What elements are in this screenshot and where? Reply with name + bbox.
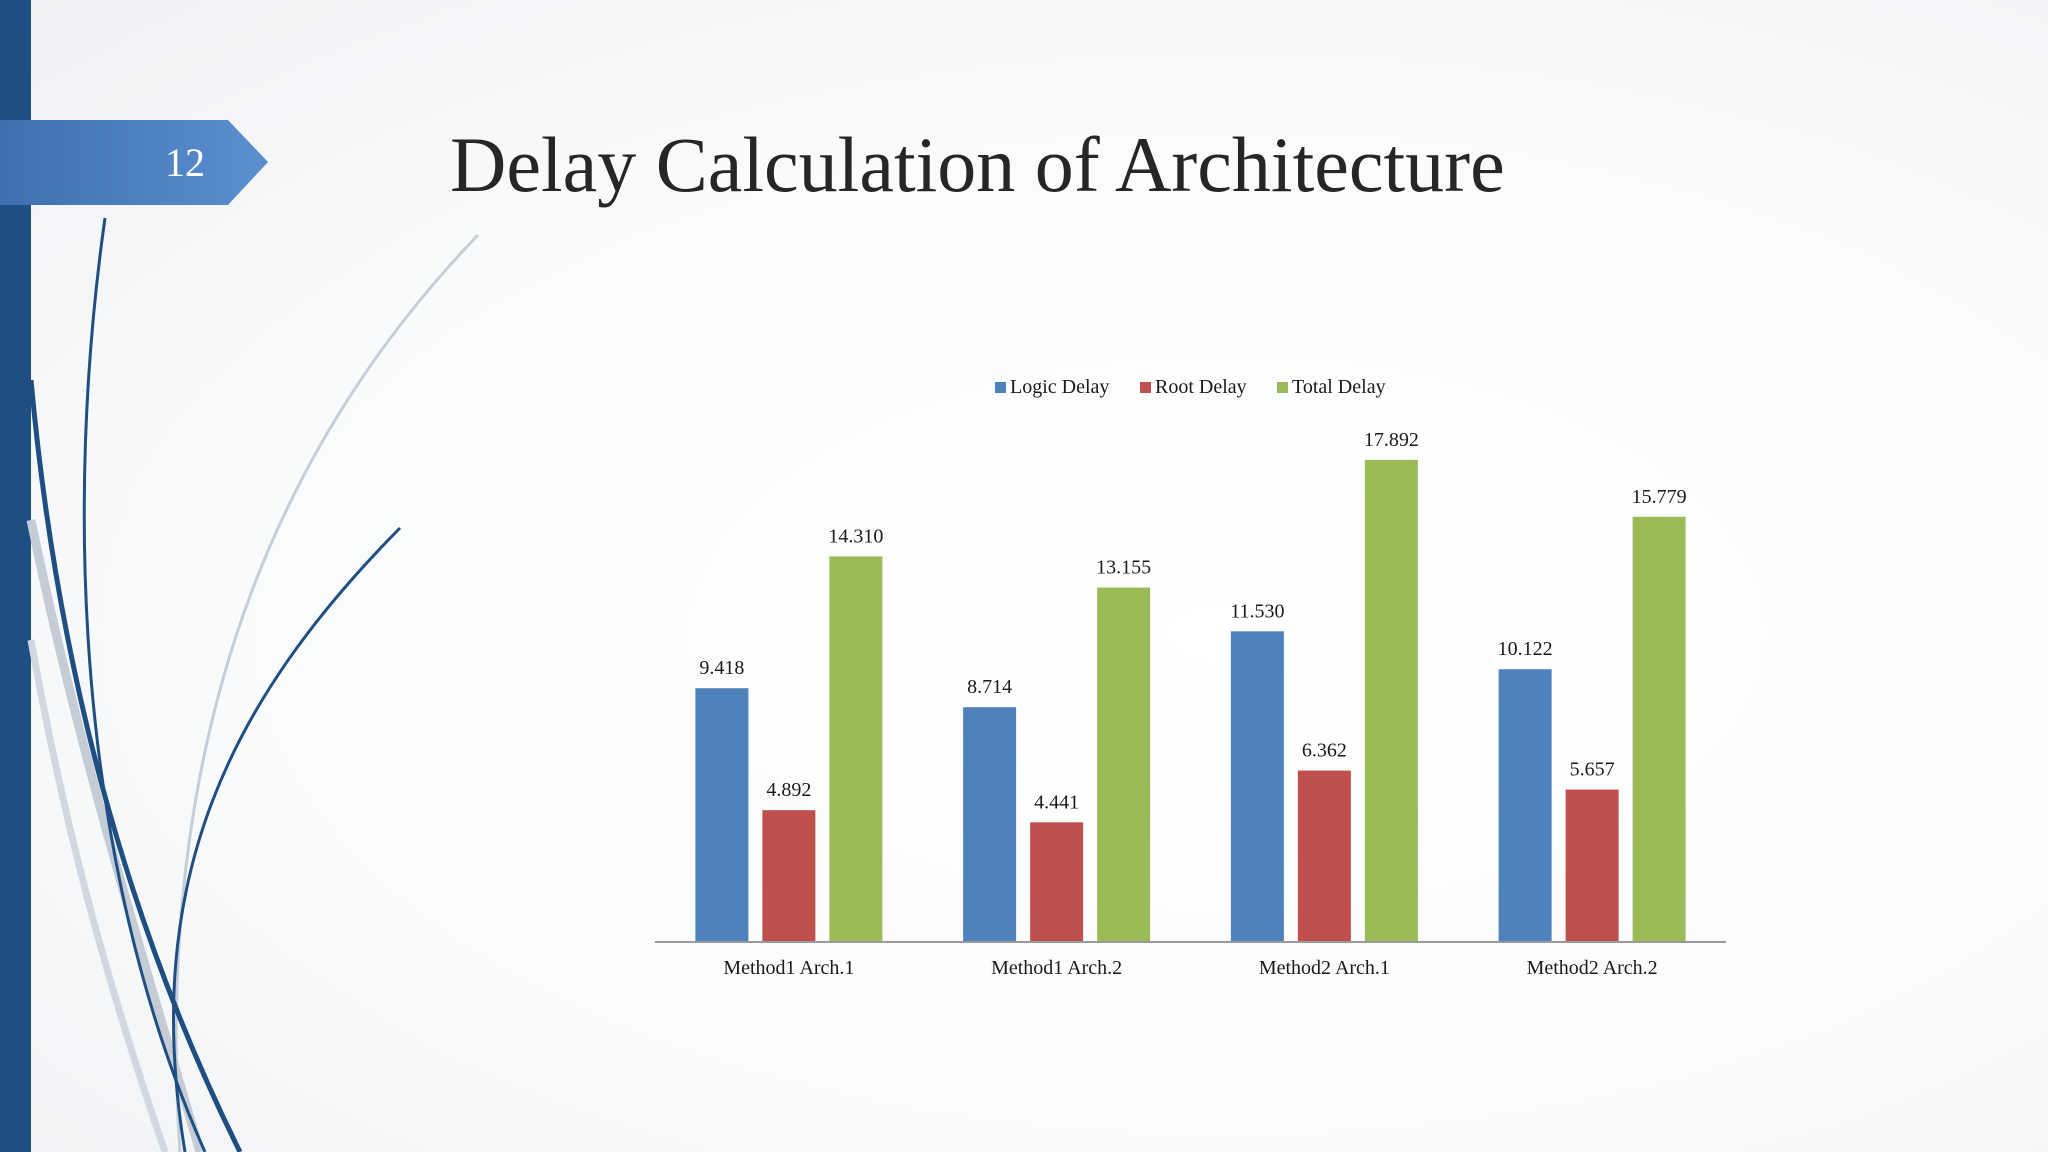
legend-label-logic-delay: Logic Delay bbox=[1010, 376, 1109, 398]
data-label: 14.310 bbox=[828, 525, 883, 547]
category-label: Method1 Arch.1 bbox=[723, 957, 854, 979]
data-label: 8.714 bbox=[967, 676, 1012, 698]
legend-label-total-delay: Total Delay bbox=[1292, 376, 1386, 398]
bar-root-delay-3 bbox=[1297, 770, 1351, 942]
chart-legend: Logic Delay Root Delay Total Delay bbox=[995, 376, 1386, 398]
data-label: 13.155 bbox=[1096, 557, 1151, 579]
data-label: 6.362 bbox=[1302, 740, 1347, 762]
bar-logic-delay-3 bbox=[1230, 631, 1284, 942]
bar-logic-delay-2 bbox=[963, 707, 1017, 942]
bar-root-delay-1 bbox=[762, 810, 816, 942]
slide-title: Delay Calculation of Architecture bbox=[450, 121, 1505, 208]
swoosh-light-3 bbox=[27, 639, 169, 1152]
category-label: Method2 Arch.1 bbox=[1259, 957, 1390, 979]
bar-total-delay-4 bbox=[1632, 516, 1686, 942]
data-label: 9.418 bbox=[699, 657, 744, 679]
swoosh-dark-2 bbox=[28, 379, 243, 1152]
legend-label-root-delay: Root Delay bbox=[1155, 376, 1247, 398]
category-label: Method1 Arch.2 bbox=[991, 957, 1122, 979]
slide-number-tab bbox=[0, 120, 268, 205]
legend-swatch-logic-delay bbox=[995, 382, 1006, 393]
category-label: Method2 Arch.2 bbox=[1527, 957, 1658, 979]
chart-value-labels: 9.418 4.892 14.310 8.714 4.441 13.155 11.530 6.… bbox=[699, 429, 1686, 813]
data-label: 11.530 bbox=[1230, 600, 1284, 622]
data-label: 5.657 bbox=[1570, 759, 1615, 781]
bar-root-delay-2 bbox=[1030, 822, 1084, 942]
data-label: 10.122 bbox=[1498, 638, 1553, 660]
chart-bars bbox=[695, 459, 1686, 942]
swoosh-light-1 bbox=[174, 233, 480, 1152]
data-label: 4.892 bbox=[766, 779, 811, 801]
decorative-swooshes bbox=[26, 217, 480, 1152]
data-label: 4.441 bbox=[1034, 791, 1079, 813]
chart-category-labels: Method1 Arch.1 Method1 Arch.2 Method2 Arch… bbox=[723, 957, 1657, 979]
legend-swatch-total-delay bbox=[1277, 382, 1288, 393]
bar-total-delay-2 bbox=[1097, 587, 1151, 942]
bar-logic-delay-1 bbox=[695, 688, 749, 942]
bar-root-delay-4 bbox=[1565, 789, 1619, 942]
bar-total-delay-1 bbox=[829, 556, 883, 942]
swoosh-dark-3 bbox=[172, 526, 402, 1152]
legend-swatch-root-delay bbox=[1140, 382, 1151, 393]
bar-logic-delay-4 bbox=[1498, 669, 1552, 942]
delay-bar-chart: Logic Delay Root Delay Total Delay 9.418 4.… bbox=[655, 376, 1726, 979]
bar-total-delay-3 bbox=[1364, 459, 1418, 942]
slide-number: 12 bbox=[165, 140, 205, 185]
data-label: 17.892 bbox=[1364, 429, 1419, 451]
data-label: 15.779 bbox=[1632, 486, 1687, 508]
swoosh-dark-1 bbox=[82, 217, 207, 1152]
